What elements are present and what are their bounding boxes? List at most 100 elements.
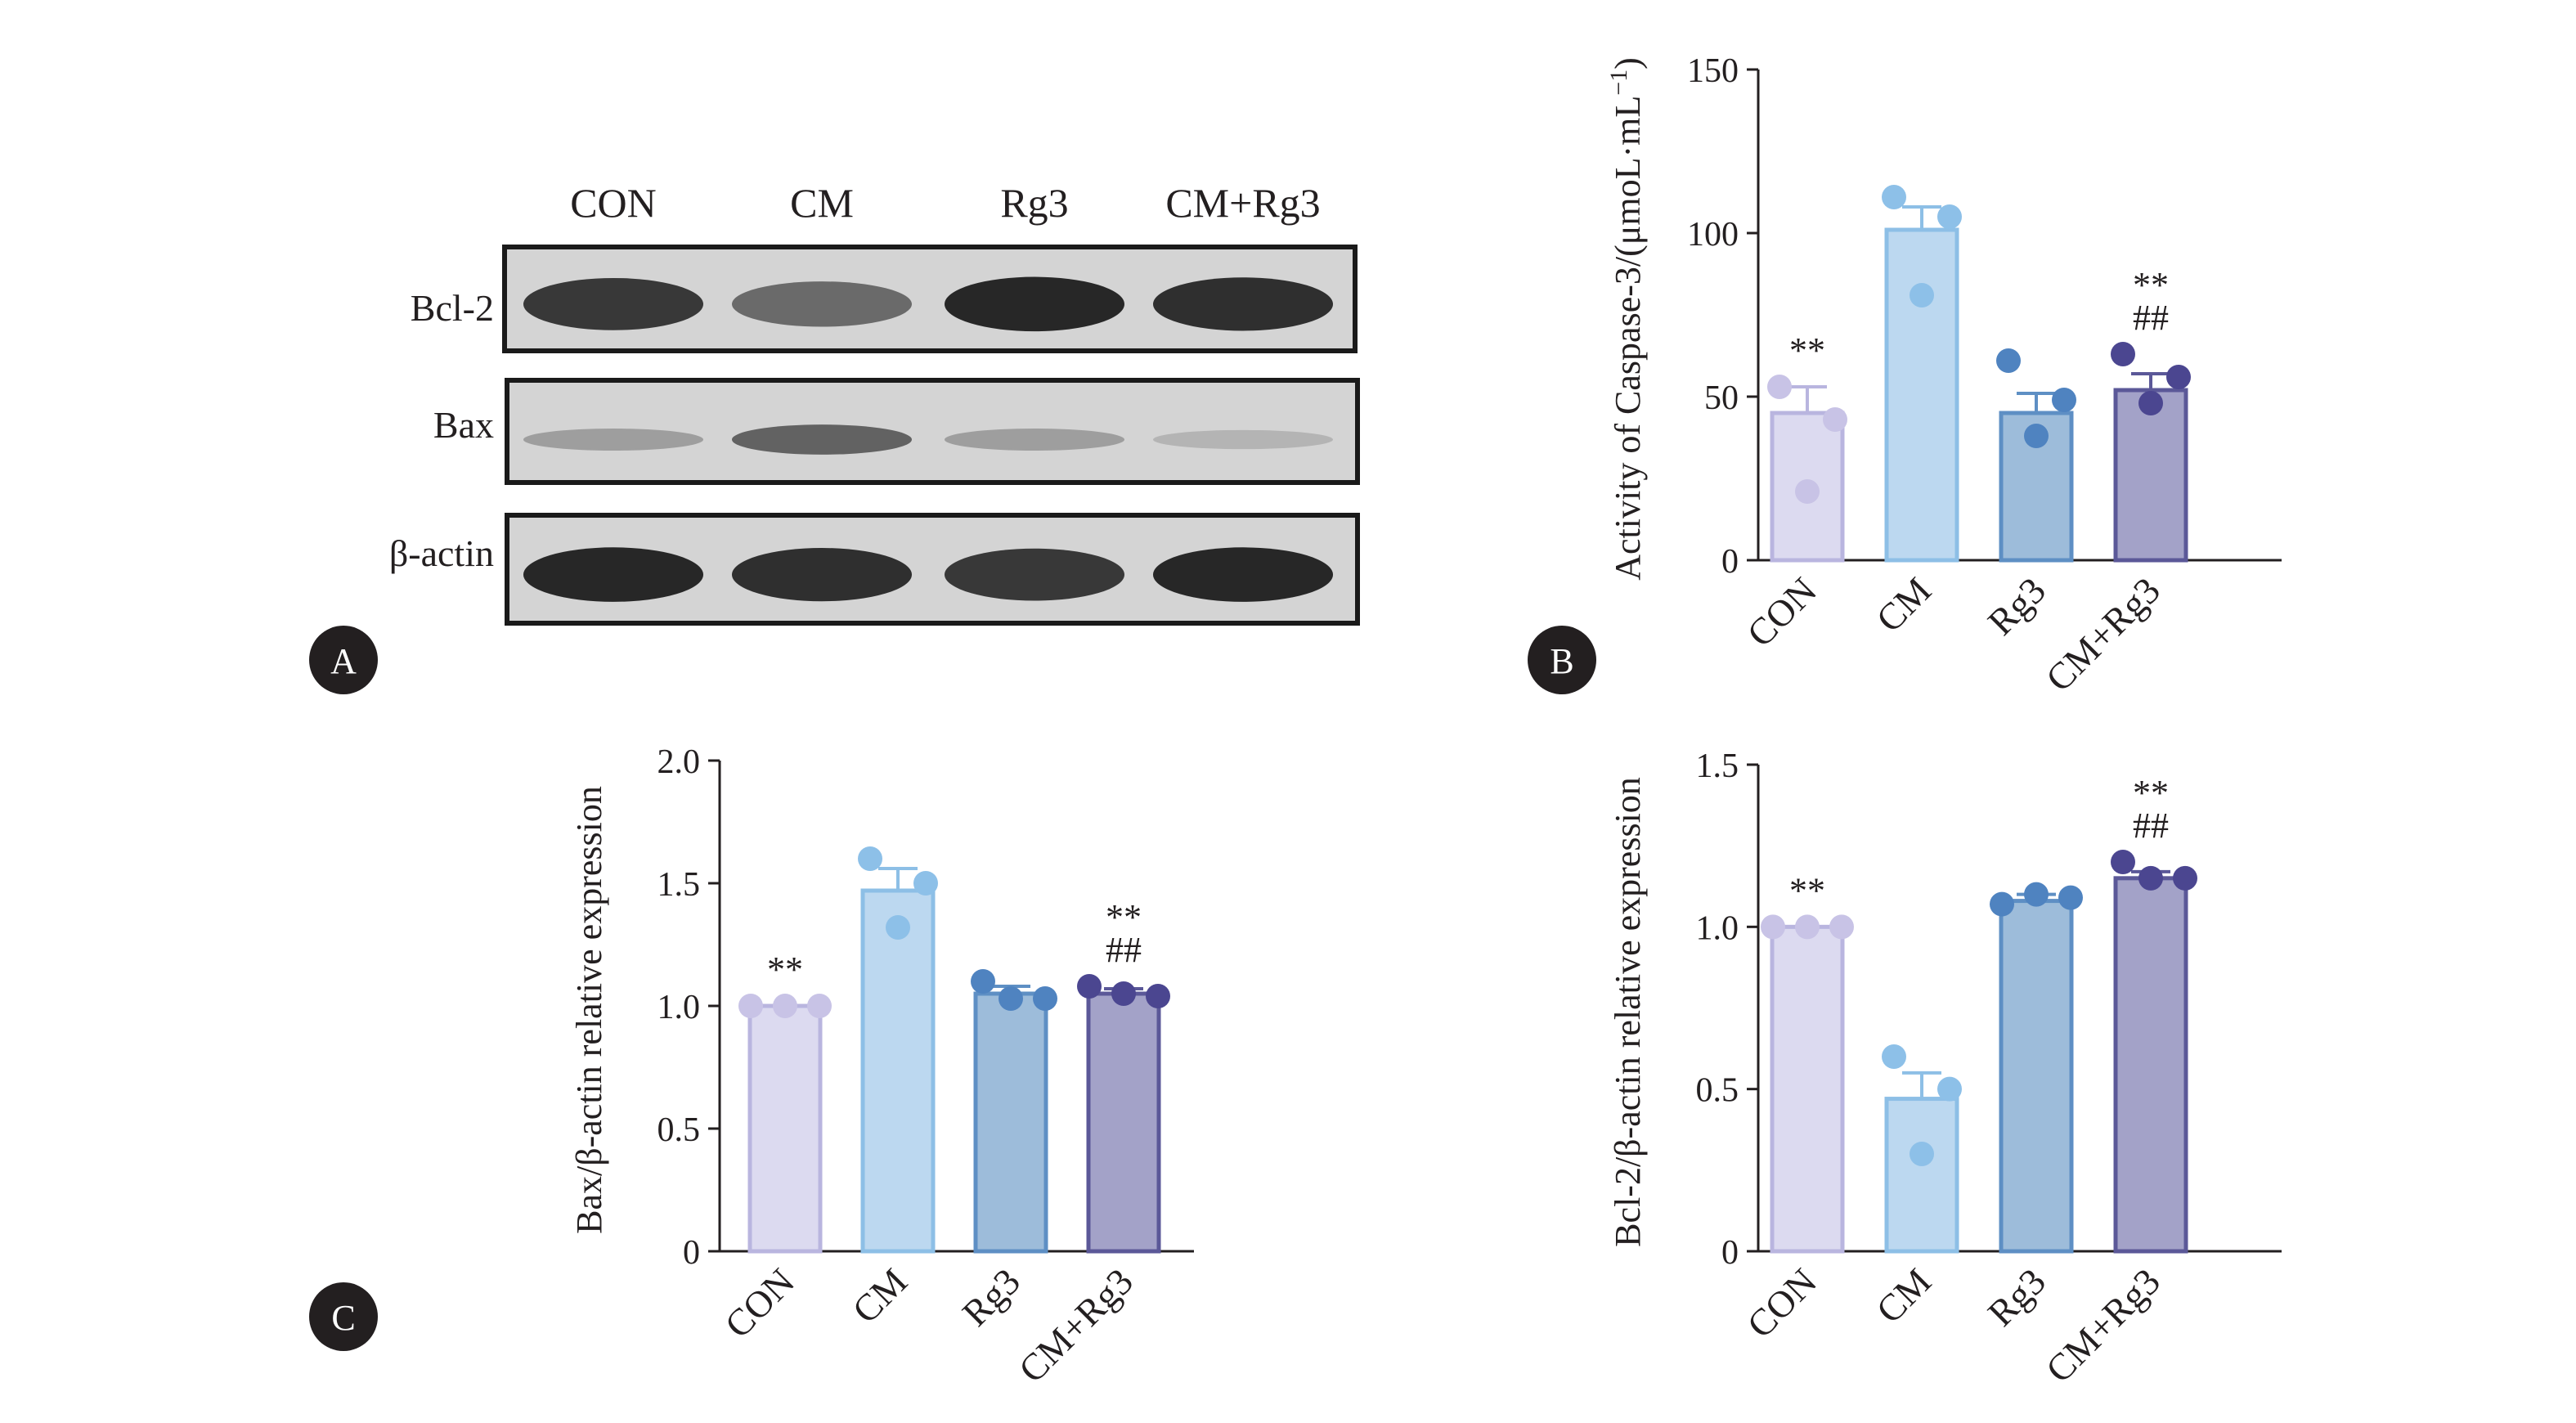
significance-mark: ** xyxy=(2133,265,2169,305)
bar-cm-rg3 xyxy=(2113,388,2188,563)
significance-mark: ## xyxy=(1106,930,1142,970)
significance-mark: ** xyxy=(2133,773,2169,813)
blot-band xyxy=(523,547,703,602)
data-point xyxy=(1937,204,1962,229)
blot-band xyxy=(1153,429,1333,450)
data-point xyxy=(2024,882,2049,907)
x-tick-label: CM xyxy=(844,1260,915,1331)
blot-label-bcl2: Bcl-2 xyxy=(411,287,494,329)
data-point xyxy=(1077,974,1102,999)
blot-band xyxy=(523,277,703,330)
blot-band xyxy=(732,281,912,327)
blot-label-beta-actin: β-actin xyxy=(389,532,494,574)
x-tick-label: Rg3 xyxy=(1980,569,2053,643)
data-point xyxy=(2173,865,2197,891)
bar-rg3 xyxy=(1999,899,2074,1254)
data-point xyxy=(1990,891,2014,917)
bar-con xyxy=(747,1003,823,1254)
western-blot-panel: CON CM Rg3 CM+Rg3 Bcl-2 Bax β-actin xyxy=(389,180,1360,626)
blot-band xyxy=(945,276,1124,332)
data-point xyxy=(2058,885,2083,910)
blot-band xyxy=(523,429,703,451)
y-tick-label: 1.0 xyxy=(1696,909,1739,947)
data-point xyxy=(913,871,938,896)
blot-band xyxy=(1153,547,1333,602)
significance-mark: ## xyxy=(2133,298,2169,338)
data-point xyxy=(2052,388,2076,412)
data-point xyxy=(807,994,832,1018)
y-axis-label: Bcl-2/β-actin relative expression xyxy=(1608,777,1648,1247)
y-tick-label: 0.5 xyxy=(1696,1072,1739,1110)
y-tick-label: 50 xyxy=(1704,379,1739,417)
bar-cm xyxy=(860,888,936,1254)
x-tick-label: CON xyxy=(1739,569,1824,655)
data-point xyxy=(886,915,910,940)
blot-band xyxy=(732,548,912,602)
blot-band xyxy=(945,548,1124,601)
x-tick-label: CM+Rg3 xyxy=(2038,1260,2168,1390)
data-point xyxy=(971,969,995,994)
data-point xyxy=(858,846,882,871)
data-point xyxy=(1996,348,2021,373)
y-tick-label: 0.5 xyxy=(657,1111,701,1149)
blot-row-0 xyxy=(502,245,1358,353)
panel-badge-a: A xyxy=(309,626,378,694)
x-tick-label: CON xyxy=(716,1260,802,1346)
bar-cm-rg3 xyxy=(1086,991,1161,1254)
blot-row-1 xyxy=(505,378,1360,485)
data-point xyxy=(2111,850,2135,874)
data-point xyxy=(1795,479,1820,504)
y-axis-label: Activity of Caspase-3/(μmoL·mL−1) xyxy=(1605,57,1648,581)
y-axis-label: Bax/β-actin relative expression xyxy=(569,786,609,1234)
data-point xyxy=(1937,1076,1962,1102)
data-point xyxy=(1910,1142,1934,1166)
panel-badge-b: B xyxy=(1528,626,1596,694)
y-tick-label: 1.5 xyxy=(657,866,701,904)
data-point xyxy=(773,994,797,1018)
lane-label-cm: CM xyxy=(790,180,854,226)
data-point xyxy=(738,994,763,1018)
significance-mark: ** xyxy=(1789,870,1825,910)
x-tick-label: CON xyxy=(1739,1260,1824,1346)
data-point xyxy=(1823,407,1847,432)
data-point xyxy=(1111,981,1136,1006)
data-point xyxy=(2138,391,2163,415)
bax-expression-chart: 0 0.5 1.0 1.5 2.0 Bax/β-actin relative expres… xyxy=(569,743,1194,1390)
data-point xyxy=(2024,424,2049,448)
data-point xyxy=(1882,1044,1906,1069)
y-tick-label: 0 xyxy=(683,1234,700,1272)
blot-band xyxy=(732,424,912,455)
lane-label-rg3: Rg3 xyxy=(1000,180,1068,226)
panel-label-b: B xyxy=(1550,641,1573,681)
bcl2-expression-chart: 0 0.5 1.0 1.5 Bcl-2/β-actin relative express… xyxy=(1608,747,2282,1390)
x-tick-label: Rg3 xyxy=(1980,1260,2053,1334)
y-tick-label: 150 xyxy=(1687,52,1739,90)
bar-cm xyxy=(1884,227,1959,563)
bar-con xyxy=(1770,924,1845,1254)
bar-cm-rg3 xyxy=(2113,876,2188,1254)
data-point xyxy=(2138,865,2163,891)
data-point xyxy=(1761,914,1785,940)
data-point xyxy=(1829,914,1854,940)
x-tick-label: CM xyxy=(1868,1260,1939,1331)
data-point xyxy=(1882,185,1906,209)
data-point xyxy=(1767,375,1792,399)
data-point xyxy=(1033,986,1057,1011)
data-point xyxy=(2111,342,2135,366)
y-tick-label: 1.5 xyxy=(1696,747,1739,785)
lane-label-con: CON xyxy=(570,180,657,226)
y-tick-label: 1.0 xyxy=(657,989,701,1026)
blot-row-2 xyxy=(505,513,1360,626)
blot-band xyxy=(1153,277,1333,331)
data-point xyxy=(1795,914,1820,940)
y-tick-label: 100 xyxy=(1687,216,1739,254)
panel-label-a: A xyxy=(330,641,357,681)
lane-label-cm-rg3: CM+Rg3 xyxy=(1165,180,1320,226)
data-point xyxy=(999,986,1023,1011)
bar-rg3 xyxy=(973,991,1048,1254)
x-tick-label: Rg3 xyxy=(954,1260,1028,1334)
panel-badge-c: C xyxy=(309,1282,378,1351)
x-tick-label: CM+Rg3 xyxy=(2038,569,2168,699)
data-point xyxy=(1910,283,1934,307)
